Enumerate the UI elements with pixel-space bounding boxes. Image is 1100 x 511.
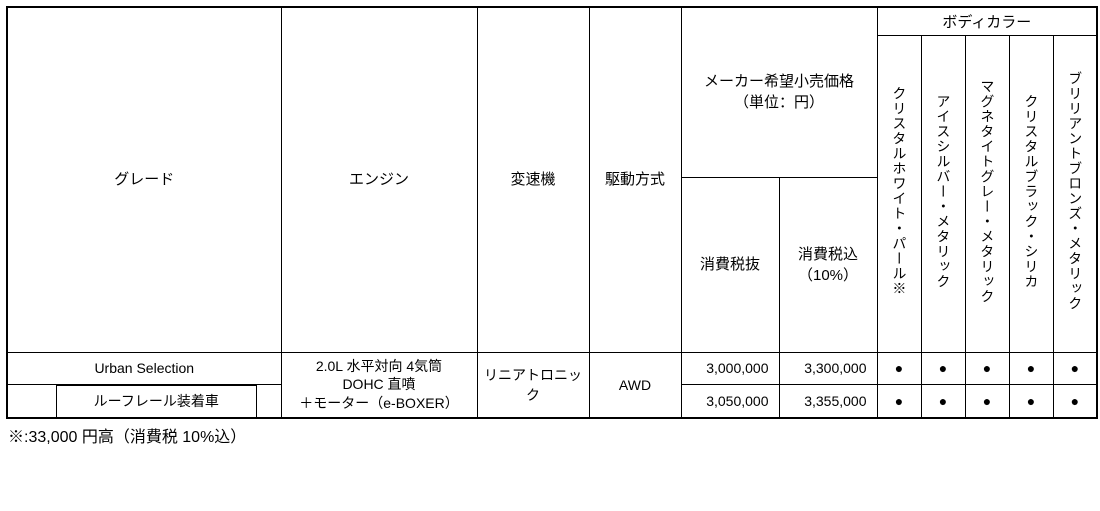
table-row: Urban Selection 2.0L 水平対向 4気筒 DOHC 直噴 ＋モ… (7, 352, 1097, 384)
cell-dot-1-1: ● (921, 384, 965, 418)
footnote: ※:33,000 円高（消費税 10%込） (6, 419, 1094, 447)
cell-dot-0-3: ● (1009, 352, 1053, 384)
th-bodycolor-group: ボディカラー (877, 7, 1097, 35)
th-color-4: ブリリアントブロンズ・メタリック (1053, 35, 1097, 352)
cell-drive: AWD (589, 352, 681, 418)
cell-grade-1-wrap: ルーフレール装着車 (7, 384, 281, 418)
cell-dot-1-4: ● (1053, 384, 1097, 418)
spec-table: グレード エンジン 変速機 駆動方式 メーカー希望小売価格 （単位：円） ボディ… (6, 6, 1098, 419)
cell-price-inc-0: 3,300,000 (779, 352, 877, 384)
th-drive: 駆動方式 (589, 7, 681, 352)
th-price-inc: 消費税込 （10%） (779, 177, 877, 352)
cell-engine: 2.0L 水平対向 4気筒 DOHC 直噴 ＋モーター（e-BOXER） (281, 352, 477, 418)
cell-transmission: リニアトロニック (477, 352, 589, 418)
cell-dot-0-2: ● (965, 352, 1009, 384)
th-color-1-label: アイスシルバー・メタリック (935, 94, 952, 289)
cell-dot-0-0: ● (877, 352, 921, 384)
th-grade: グレード (7, 7, 281, 352)
cell-price-inc-1: 3,355,000 (779, 384, 877, 418)
th-color-2: マグネタイトグレー・メタリック (965, 35, 1009, 352)
th-color-4-label: ブリリアントブロンズ・メタリック (1066, 71, 1083, 311)
th-color-1: アイスシルバー・メタリック (921, 35, 965, 352)
th-color-3-label: クリスタルブラック・シリカ (1023, 94, 1040, 289)
th-color-2-label: マグネタイトグレー・メタリック (979, 79, 996, 304)
th-price-ex: 消費税抜 (681, 177, 779, 352)
th-color-0-label: クリスタルホワイト・パール※ (891, 86, 908, 296)
th-color-3: クリスタルブラック・シリカ (1009, 35, 1053, 352)
cell-dot-1-0: ● (877, 384, 921, 418)
cell-price-ex-0: 3,000,000 (681, 352, 779, 384)
cell-price-ex-1: 3,050,000 (681, 384, 779, 418)
cell-dot-0-4: ● (1053, 352, 1097, 384)
cell-dot-1-3: ● (1009, 384, 1053, 418)
cell-dot-0-1: ● (921, 352, 965, 384)
th-transmission: 変速機 (477, 7, 589, 352)
th-price-group: メーカー希望小売価格 （単位：円） (681, 7, 877, 177)
th-engine: エンジン (281, 7, 477, 352)
cell-dot-1-2: ● (965, 384, 1009, 418)
cell-grade-1: ルーフレール装着車 (56, 385, 257, 417)
cell-grade-0: Urban Selection (7, 352, 281, 384)
th-color-0: クリスタルホワイト・パール※ (877, 35, 921, 352)
